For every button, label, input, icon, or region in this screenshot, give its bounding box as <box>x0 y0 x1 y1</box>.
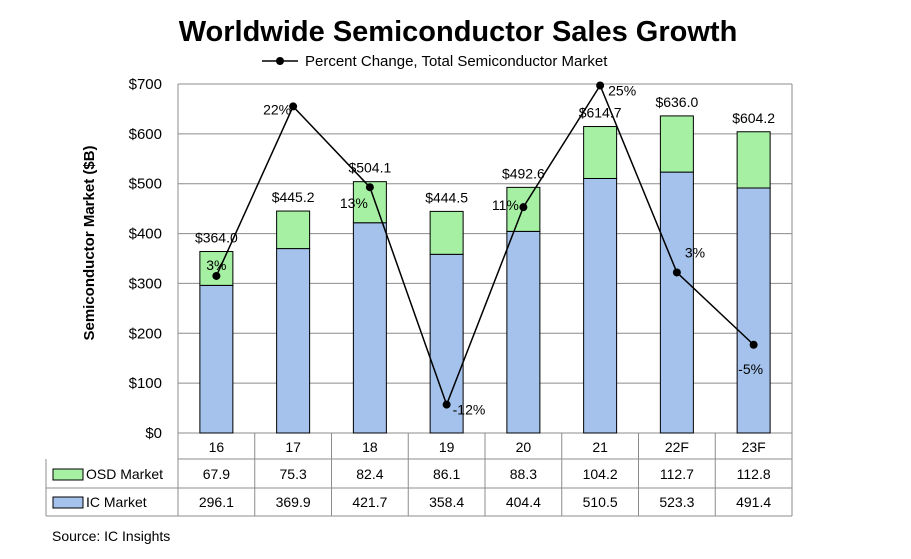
percent-change-marker <box>365 183 374 192</box>
legend-label: Percent Change, Total Semiconductor Mark… <box>305 53 608 70</box>
y-tick-label: $400 <box>129 226 162 243</box>
table-cell: 88.3 <box>510 466 537 482</box>
percent-change-marker <box>672 268 681 277</box>
x-tick-label: 21 <box>592 439 608 455</box>
y-axis-ticks: $0 $100 $200 $300 $400 $500 $600 $700 <box>129 76 162 442</box>
table-cell: 112.7 <box>660 466 694 482</box>
percent-change-marker <box>442 400 451 409</box>
table-row-label: OSD Market <box>86 466 163 482</box>
x-tick-label: 20 <box>516 439 532 455</box>
table-cell: 369.9 <box>276 494 311 510</box>
bar-total-label: $364.0 <box>195 230 238 246</box>
percent-change-label: 22% <box>263 101 291 117</box>
y-tick-label: $500 <box>129 176 162 193</box>
ic-bar <box>506 230 541 434</box>
percent-change-label: 25% <box>608 82 636 98</box>
table-cell: 510.5 <box>583 494 618 510</box>
bar-total-labels: $364.0 $445.2 $504.1 $444.5 $492.6 $614.7 $636… <box>195 94 775 246</box>
chart-title: Worldwide Semiconductor Sales Growth <box>179 16 738 48</box>
y-tick-label: $700 <box>129 76 162 93</box>
table-cell: 67.9 <box>203 466 230 482</box>
bars <box>199 115 771 434</box>
table-cell: 523.3 <box>659 494 694 510</box>
osd-bar <box>276 210 311 250</box>
ic-bar <box>352 222 387 434</box>
bar-total-label: $604.2 <box>732 110 775 126</box>
osd-bar <box>429 210 464 255</box>
percent-change-label: -12% <box>453 402 486 418</box>
y-tick-label: $0 <box>145 425 162 442</box>
y-tick-label: $300 <box>129 275 162 292</box>
bar-total-label: $492.6 <box>502 165 545 181</box>
ic-bar <box>276 248 311 434</box>
percent-change-marker <box>212 271 221 280</box>
percent-change-label: 11% <box>492 197 519 213</box>
percent-change-marker <box>596 81 605 90</box>
y-axis-label: Semiconductor Market ($B) <box>81 145 98 340</box>
bar-total-label: $614.7 <box>579 105 622 121</box>
table-cell: 104.2 <box>583 466 618 482</box>
percent-change-label: 3% <box>206 257 226 273</box>
table-cell: 75.3 <box>280 466 307 482</box>
table-cell: 86.1 <box>433 466 460 482</box>
x-tick-label: 16 <box>209 439 225 455</box>
percent-change-polyline <box>215 83 755 407</box>
osd-bar <box>659 115 694 173</box>
osd-legend-swatch <box>52 468 84 481</box>
bar-total-label: $445.2 <box>272 189 315 205</box>
percent-change-marker <box>289 102 298 111</box>
ic-bar <box>659 171 694 434</box>
table-cell: 404.4 <box>506 494 541 510</box>
percent-change-label: 3% <box>685 244 705 260</box>
x-tick-label: 19 <box>439 439 455 455</box>
source-note: Source: IC Insights <box>52 528 170 544</box>
bar-total-label: $636.0 <box>655 94 698 110</box>
percent-change-marker <box>519 203 528 212</box>
ic-bar <box>736 187 771 434</box>
legend-marker-swatch <box>276 57 284 65</box>
legend: Percent Change, Total Semiconductor Mark… <box>262 53 608 70</box>
ic-bar <box>199 284 234 434</box>
osd-bar <box>736 131 771 189</box>
percent-change-label: 13% <box>340 195 368 211</box>
osd-bar <box>583 126 618 179</box>
percent-change-line: 3% 22% 13% -12% 11% 25% 3% -5% <box>206 81 763 418</box>
data-table: 16 17 18 19 20 21 22F 23F OSD Market 67.9 75.3 82.4… <box>45 433 793 517</box>
y-tick-label: $600 <box>129 126 162 143</box>
bar-total-label: $444.5 <box>425 189 468 205</box>
table-row-label: IC Market <box>86 494 147 510</box>
percent-change-label: -5% <box>738 361 763 377</box>
x-tick-label: 18 <box>362 439 378 455</box>
x-tick-label: 17 <box>285 439 301 455</box>
percent-change-marker <box>749 340 758 349</box>
table-cell: 421.7 <box>352 494 387 510</box>
ic-bar <box>583 177 618 434</box>
bar-total-label: $504.1 <box>348 160 391 176</box>
table-cell: 358.4 <box>429 494 464 510</box>
table-cell: 82.4 <box>356 466 383 482</box>
y-tick-label: $100 <box>129 375 162 392</box>
table-cell: 296.1 <box>199 494 234 510</box>
table-cell: 112.8 <box>737 466 771 482</box>
ic-legend-swatch <box>52 496 84 509</box>
table-cell: 491.4 <box>736 494 771 510</box>
x-tick-label: 22F <box>665 439 689 455</box>
y-tick-label: $200 <box>129 325 162 342</box>
x-tick-label: 23F <box>742 439 766 455</box>
